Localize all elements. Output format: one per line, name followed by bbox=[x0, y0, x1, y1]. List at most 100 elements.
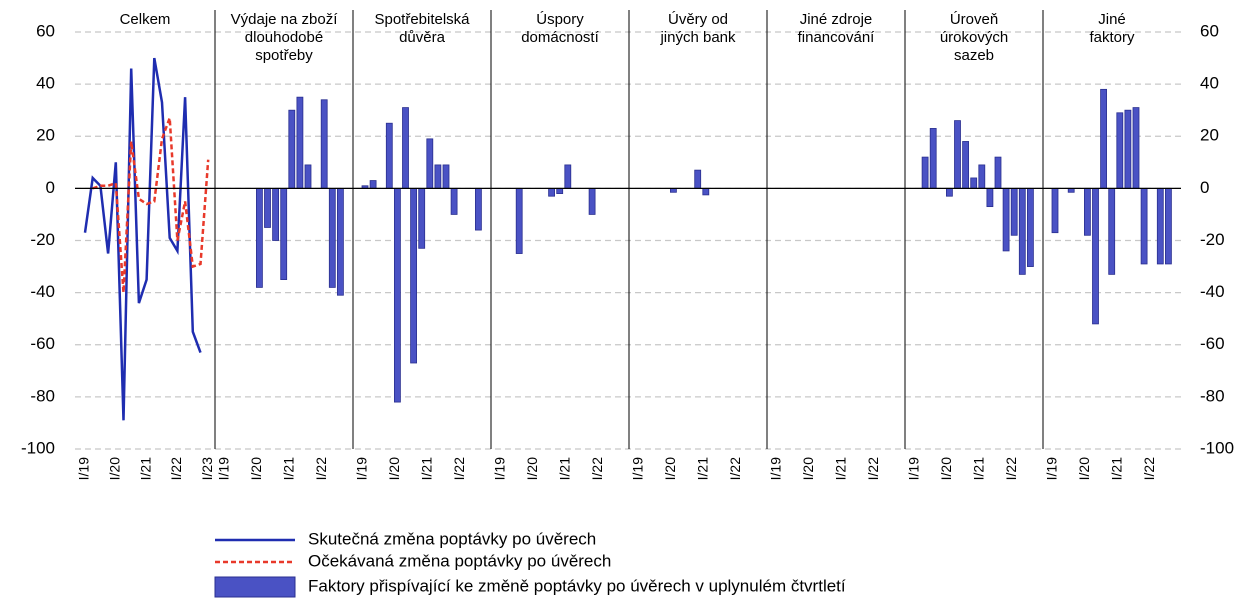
bar bbox=[1124, 109, 1132, 189]
panel-title: faktory bbox=[1089, 29, 1135, 46]
bar bbox=[1018, 187, 1026, 275]
y-tick-label: -80 bbox=[30, 386, 55, 405]
line-series bbox=[83, 57, 202, 421]
x-tick-label: I/19 bbox=[906, 457, 922, 481]
x-tick-label: I/20 bbox=[1076, 457, 1092, 481]
y2-tick-label: -100 bbox=[1200, 438, 1234, 457]
x-tick-label: I/22 bbox=[589, 457, 605, 481]
x-tick-label: I/22 bbox=[168, 457, 184, 481]
panel-title: jiných bank bbox=[659, 29, 736, 46]
bar bbox=[1092, 187, 1099, 325]
x-tick-label: I/20 bbox=[524, 457, 540, 481]
bar bbox=[442, 164, 450, 189]
bar bbox=[702, 187, 710, 196]
bar bbox=[1156, 187, 1164, 265]
panel-title: Výdaje na zboží bbox=[231, 11, 339, 28]
x-tick-label: I/22 bbox=[1003, 457, 1019, 481]
bar bbox=[970, 177, 978, 189]
x-tick-label: I/19 bbox=[76, 457, 92, 481]
bar bbox=[385, 122, 393, 189]
bar bbox=[402, 107, 409, 189]
panel-title: Úroveň bbox=[950, 11, 998, 28]
bar bbox=[946, 187, 953, 197]
y2-tick-label: 60 bbox=[1200, 21, 1219, 40]
x-tick-label: I/21 bbox=[137, 457, 153, 481]
x-tick-label: I/22 bbox=[727, 457, 743, 481]
bar bbox=[1108, 187, 1116, 275]
bar bbox=[1051, 187, 1059, 234]
legend-label: Skutečná změna poptávky po úvěrech bbox=[308, 529, 596, 548]
x-tick-label: I/19 bbox=[1044, 457, 1060, 481]
y2-tick-label: -80 bbox=[1200, 386, 1225, 405]
bar bbox=[434, 164, 442, 189]
legend-label: Očekávaná změna poptávky po úvěrech bbox=[308, 551, 611, 570]
x-tick-label: I/21 bbox=[1109, 457, 1125, 481]
panel-title: úrokových bbox=[940, 29, 1008, 46]
bar bbox=[393, 187, 401, 403]
bar bbox=[1027, 187, 1034, 267]
y-tick-label: -20 bbox=[30, 230, 55, 249]
bar bbox=[564, 164, 572, 189]
x-tick-label: I/19 bbox=[492, 457, 508, 481]
bar bbox=[1140, 187, 1148, 265]
x-tick-label: I/20 bbox=[107, 457, 123, 481]
y-tick-label: 60 bbox=[36, 21, 55, 40]
panel-title: financování bbox=[798, 29, 876, 46]
bar bbox=[1100, 88, 1107, 189]
bar bbox=[556, 187, 564, 194]
panel-title: Jiné zdroje bbox=[800, 11, 873, 28]
bar bbox=[320, 99, 328, 189]
y-tick-label: 0 bbox=[46, 178, 55, 197]
y2-tick-label: -60 bbox=[1200, 334, 1225, 353]
bar bbox=[336, 187, 344, 296]
bar bbox=[255, 187, 263, 288]
x-tick-label: I/22 bbox=[313, 457, 329, 481]
x-tick-label: I/19 bbox=[354, 457, 370, 481]
bar bbox=[1010, 187, 1018, 236]
bar bbox=[929, 128, 937, 189]
bar bbox=[1165, 187, 1172, 265]
y-tick-label: -100 bbox=[21, 438, 55, 457]
bar bbox=[474, 187, 482, 231]
x-tick-label: I/23 bbox=[199, 457, 215, 481]
bar bbox=[410, 187, 418, 364]
line-series bbox=[92, 117, 210, 293]
bar bbox=[304, 164, 312, 189]
bar bbox=[264, 187, 271, 228]
panel-title: Úspory bbox=[536, 11, 584, 28]
x-tick-label: I/22 bbox=[865, 457, 881, 481]
x-tick-label: I/21 bbox=[971, 457, 987, 481]
y2-tick-label: 20 bbox=[1200, 126, 1219, 145]
bar bbox=[954, 120, 961, 189]
bar bbox=[1132, 107, 1140, 189]
panel-title: spotřeby bbox=[255, 47, 313, 64]
x-tick-label: I/20 bbox=[248, 457, 264, 481]
bar bbox=[962, 141, 969, 189]
y2-tick-label: 40 bbox=[1200, 74, 1219, 93]
x-tick-label: I/21 bbox=[833, 457, 849, 481]
x-tick-label: I/20 bbox=[800, 457, 816, 481]
y-tick-label: 20 bbox=[36, 126, 55, 145]
x-tick-label: I/21 bbox=[281, 457, 297, 481]
x-tick-label: I/19 bbox=[630, 457, 646, 481]
x-tick-label: I/20 bbox=[938, 457, 954, 481]
bar bbox=[588, 187, 596, 215]
legend-swatch bbox=[214, 576, 296, 598]
bar bbox=[296, 96, 304, 189]
bar bbox=[994, 156, 1002, 189]
x-tick-label: I/20 bbox=[386, 457, 402, 481]
panel-title: Jiné bbox=[1098, 11, 1126, 28]
legend-label: Faktory přispívající ke změně poptávky p… bbox=[308, 576, 846, 595]
bar bbox=[288, 109, 296, 189]
bar bbox=[978, 164, 986, 189]
bar bbox=[328, 187, 336, 288]
panel-title: domácností bbox=[521, 29, 599, 46]
x-tick-label: I/21 bbox=[695, 457, 711, 481]
bar bbox=[280, 187, 288, 280]
y2-tick-label: -40 bbox=[1200, 282, 1225, 301]
bar bbox=[921, 156, 929, 189]
x-tick-label: I/21 bbox=[557, 457, 573, 481]
panel-title: sazeb bbox=[954, 47, 994, 64]
bar bbox=[1002, 187, 1010, 252]
